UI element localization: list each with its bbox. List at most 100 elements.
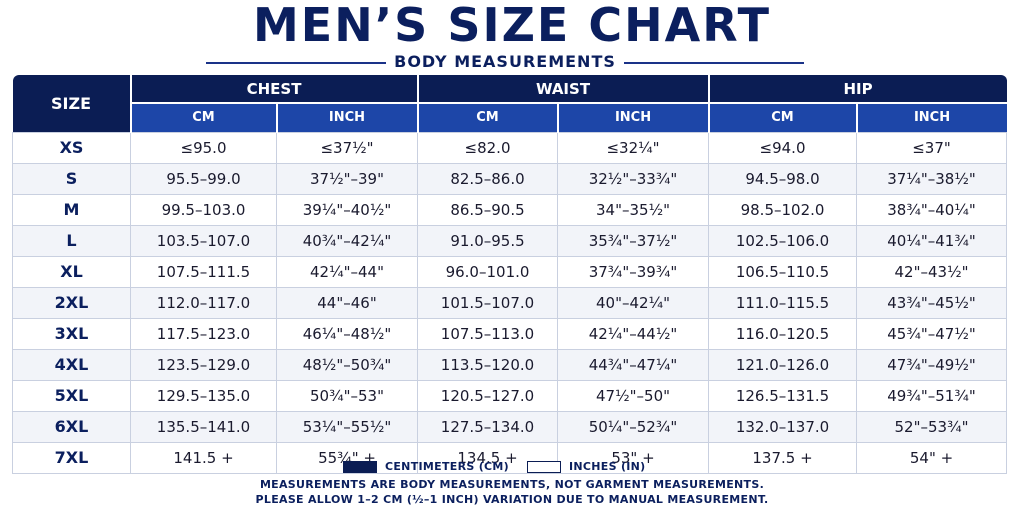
- measurement-cell: 82.5–86.0: [417, 162, 558, 194]
- size-table: SIZE CHEST WAIST HIP CM INCH CM INCH CM …: [12, 75, 1008, 474]
- chest-header: CHEST: [129, 75, 418, 103]
- table-row: 4XL 123.5–129.0 48½"–50¾" 113.5–120.0 44¾"–4…: [12, 348, 1008, 380]
- legend-swatch-cm: [343, 461, 377, 473]
- measurement-cell: 53¼"–55½": [276, 410, 418, 442]
- size-label: 3XL: [12, 317, 131, 349]
- measurement-cell: 44"–46": [276, 286, 418, 318]
- measurement-cell: 43¾"–45½": [856, 286, 1008, 318]
- measurement-cell: 52"–53¾": [856, 410, 1008, 442]
- measurement-cell: 37½"–39": [276, 162, 418, 194]
- measurement-cell: ≤95.0: [130, 131, 277, 163]
- table-row: XL 107.5–111.5 42¼"–44" 96.0–101.0 37¾"–39¾"…: [12, 255, 1008, 287]
- measurement-cell: 141.5 +: [130, 441, 277, 474]
- measurement-cell: 50¾"–53": [276, 379, 418, 411]
- measurement-cell: 103.5–107.0: [130, 224, 277, 256]
- size-column-header: SIZE: [12, 75, 131, 132]
- subtitle-rule-right: [624, 62, 804, 64]
- measurement-cell: 113.5–120.0: [417, 348, 558, 380]
- measurement-cell: 101.5–107.0: [417, 286, 558, 318]
- measurement-cell: 47¾"–49½": [856, 348, 1008, 380]
- table-row: S 95.5–99.0 37½"–39" 82.5–86.0 32½"–33¾" 94.5…: [12, 162, 1008, 194]
- measurement-cell: 37¾"–39¾": [556, 255, 709, 287]
- table-row: XS ≤95.0 ≤37½" ≤82.0 ≤32¼" ≤94.0 ≤37": [12, 131, 1008, 163]
- measurement-cell: 47½"–50": [556, 379, 709, 411]
- measurement-cell: 38¾"–40¼": [856, 193, 1008, 225]
- legend-swatch-inch: [527, 461, 561, 473]
- measurement-cell: 45¾"–47½": [856, 317, 1008, 349]
- measurement-cell: 39¼"–40½": [276, 193, 418, 225]
- table-row: 3XL 117.5–123.0 46¼"–48½" 107.5–113.0 42¼"–4…: [12, 317, 1008, 349]
- subtitle: BODY MEASUREMENTS: [394, 52, 616, 71]
- table-row: 6XL 135.5–141.0 53¼"–55½" 127.5–134.0 50¼"–5…: [12, 410, 1008, 442]
- measurement-cell: 37¼"–38½": [856, 162, 1008, 194]
- measurement-cell: 86.5–90.5: [417, 193, 558, 225]
- measurement-cell: 32½"–33¾": [556, 162, 709, 194]
- size-label: 4XL: [12, 348, 131, 380]
- size-label: M: [12, 193, 131, 225]
- hip-header: HIP: [707, 75, 1007, 103]
- measurement-cell: 99.5–103.0: [130, 193, 277, 225]
- measurement-cell: 107.5–113.0: [417, 317, 558, 349]
- measurement-cell: 54" +: [856, 441, 1008, 474]
- page-title: MEN’S SIZE CHART: [253, 0, 771, 52]
- measurement-cell: 96.0–101.0: [417, 255, 558, 287]
- table-row: 7XL 141.5 +55¾" +134.5 +53" +137.5 +54" +: [12, 441, 1008, 474]
- measurement-cell: 44¾"–47¼": [556, 348, 709, 380]
- size-label: S: [12, 162, 131, 194]
- measurement-cell: 42"–43½": [856, 255, 1008, 287]
- measurement-cell: 48½"–50¾": [276, 348, 418, 380]
- size-label: 2XL: [12, 286, 131, 318]
- measurement-cell: 49¾"–51¾": [856, 379, 1008, 411]
- size-rows: XS ≤95.0 ≤37½" ≤82.0 ≤32¼" ≤94.0 ≤37" S 95.5–99.…: [12, 131, 1008, 474]
- measurement-cell: 40¾"–42¼": [276, 224, 418, 256]
- measurement-cell: 53" +: [556, 441, 709, 474]
- size-label: 6XL: [12, 410, 131, 442]
- size-label: XS: [12, 131, 131, 163]
- unit-header: CM: [129, 102, 277, 132]
- measurement-cell: 91.0–95.5: [417, 224, 558, 256]
- measurement-cell: ≤37": [856, 131, 1008, 163]
- measurement-cell: 106.5–110.5: [708, 255, 857, 287]
- measurement-cell: 127.5–134.0: [417, 410, 558, 442]
- unit-header: CM: [707, 102, 857, 132]
- table-row: 5XL 129.5–135.0 50¾"–53" 120.5–127.0 47½"–50…: [12, 379, 1008, 411]
- legend: CENTIMETERS (CM) INCHES (IN): [0, 460, 1024, 475]
- measurement-cell: 40"–42¼": [556, 286, 709, 318]
- measurement-cell: 42¼"–44½": [556, 317, 709, 349]
- measurement-cell: 42¼"–44": [276, 255, 418, 287]
- measurement-cell: 137.5 +: [708, 441, 857, 474]
- measurement-cell: 132.0–137.0: [708, 410, 857, 442]
- measurement-cell: 116.0–120.5: [708, 317, 857, 349]
- measurement-cell: 98.5–102.0: [708, 193, 857, 225]
- measurement-cell: 40¼"–41¾": [856, 224, 1008, 256]
- unit-header: INCH: [855, 102, 1007, 132]
- measurement-cell: ≤37½": [276, 131, 418, 163]
- measurement-cell: 123.5–129.0: [130, 348, 277, 380]
- measurement-cell: 35¾"–37½": [556, 224, 709, 256]
- table-row: L 103.5–107.0 40¾"–42¼" 91.0–95.5 35¾"–37½" 1…: [12, 224, 1008, 256]
- unit-header: INCH: [556, 102, 709, 132]
- subtitle-rule-left: [206, 62, 386, 64]
- subtitle-block: BODY MEASUREMENTS: [206, 51, 804, 73]
- measurement-cell: ≤94.0: [708, 131, 857, 163]
- measurement-cell: 107.5–111.5: [130, 255, 277, 287]
- size-label: 5XL: [12, 379, 131, 411]
- measurement-cell: 129.5–135.0: [130, 379, 277, 411]
- measurement-cell: 94.5–98.0: [708, 162, 857, 194]
- measurement-cell: ≤32¼": [556, 131, 709, 163]
- measurement-cell: 46¼"–48½": [276, 317, 418, 349]
- measurement-cell: 120.5–127.0: [417, 379, 558, 411]
- unit-header: INCH: [275, 102, 418, 132]
- table-row: 2XL 112.0–117.0 44"–46" 101.5–107.0 40"–42¼"…: [12, 286, 1008, 318]
- note-line: PLEASE ALLOW 1–2 CM (½–1 INCH) VARIATION…: [255, 493, 769, 506]
- waist-header: WAIST: [416, 75, 709, 103]
- size-label: L: [12, 224, 131, 256]
- measurement-cell: 135.5–141.0: [130, 410, 277, 442]
- unit-header: CM: [416, 102, 558, 132]
- measurement-cell: 121.0–126.0: [708, 348, 857, 380]
- measurement-cell: 117.5–123.0: [130, 317, 277, 349]
- table-row: M 99.5–103.0 39¼"–40½" 86.5–90.5 34"–35½" 98.…: [12, 193, 1008, 225]
- measurement-cell: 111.0–115.5: [708, 286, 857, 318]
- legend-label-inch: INCHES (IN): [569, 460, 646, 473]
- measurement-cell: 102.5–106.0: [708, 224, 857, 256]
